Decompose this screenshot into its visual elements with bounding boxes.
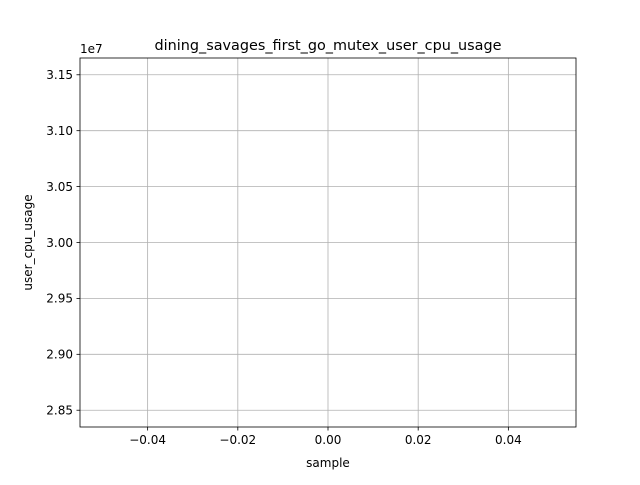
y-tick-label: 2.90	[46, 348, 73, 362]
x-tick-label: 0.02	[405, 433, 432, 447]
y-axis: 2.85 2.90 2.95 3.00 3.05 3.10 3.15	[46, 68, 80, 418]
x-axis: −0.04 −0.02 0.00 0.02 0.04	[129, 427, 522, 447]
y-tick-label: 2.85	[46, 404, 73, 418]
plot-frame	[79, 57, 577, 428]
y-tick-label: 3.05	[46, 180, 73, 194]
chart-title: dining_savages_first_go_mutex_user_cpu_u…	[155, 38, 502, 54]
x-tick-label: 0.04	[495, 433, 522, 447]
y-axis-label: user_cpu_usage	[21, 194, 35, 290]
grid	[80, 58, 576, 427]
y-tick-label: 3.10	[46, 124, 73, 138]
x-tick-label: −0.04	[129, 433, 166, 447]
x-tick-label: 0.00	[315, 433, 342, 447]
y-tick-label: 3.15	[46, 68, 73, 82]
y-offset-text: 1e7	[80, 42, 103, 56]
x-tick-label: −0.02	[219, 433, 256, 447]
y-tick-label: 2.95	[46, 292, 73, 306]
x-axis-label: sample	[306, 456, 350, 470]
y-tick-label: 3.00	[46, 236, 73, 250]
